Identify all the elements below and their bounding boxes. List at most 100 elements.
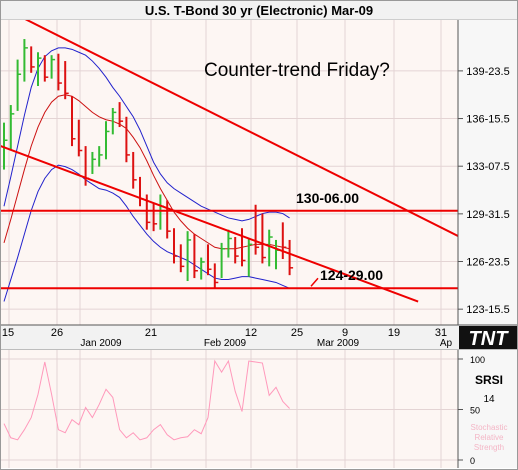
ohlc-bar-range [220, 242, 223, 279]
y-tick-label: 129-31.5 [466, 209, 509, 221]
ohlc-bar [145, 194, 151, 230]
ohlc-bar-range [213, 263, 216, 289]
x-axis: 15 26 21 12 25 9 19 31 Jan 2009 Feb 2009 Mar 2009 A… [2, 327, 453, 349]
ohlc-bar-range [91, 151, 94, 174]
ohlc-bar [30, 46, 35, 73]
ohlc-bar-range [186, 231, 189, 282]
ohlc-bar-range [125, 116, 128, 163]
srsi-name: SRSI [475, 373, 503, 387]
ohlc-bar [268, 229, 273, 267]
x-tick-label: 9 [342, 327, 348, 339]
x-tick-label: 25 [291, 327, 303, 339]
price-grid [0, 20, 458, 325]
srsi-axis-panel [458, 350, 518, 468]
ohlc-bar [152, 203, 158, 232]
level-label: 124-29.00 [320, 267, 383, 283]
x-tick-label: 12 [245, 327, 257, 339]
ohlc-bar-range [145, 194, 148, 230]
ohlc-bar-range [57, 53, 60, 91]
ohlc-bar-range [207, 244, 209, 276]
channel-line-upper [24, 20, 458, 238]
ohlc-bar [57, 53, 62, 91]
ohlc-bar-range [275, 239, 277, 270]
ohlc-bar-range [16, 59, 19, 111]
ohlc-bar-range [77, 119, 80, 157]
ohlc-bar-range [268, 229, 271, 267]
ohlc-bar [179, 244, 185, 273]
ohlc-bar [261, 213, 266, 264]
ohlc-bar-range [71, 96, 73, 147]
ohlc-bar [71, 96, 76, 147]
ohlc-bar [193, 234, 198, 279]
ohlc-bar-range [98, 146, 101, 167]
ohlc-bar [247, 238, 253, 277]
ohlc-bar [200, 257, 205, 280]
srsi-tick-label: 0 [470, 456, 475, 466]
ohlc-bar [50, 55, 56, 79]
ohlc-bar [132, 151, 137, 189]
ohlc-bar [173, 228, 178, 264]
ohlc-bar-range [281, 222, 284, 260]
ohlc-bar [125, 116, 130, 163]
ohlc-bar [111, 107, 117, 135]
ohlc-bar [186, 231, 192, 282]
bollinger-lower-line [3, 164, 290, 302]
y-tick-label: 133-07.5 [466, 161, 509, 173]
level-label: 130-06.00 [296, 190, 359, 206]
ohlc-bar [91, 151, 96, 174]
ohlc-bar-range [50, 55, 53, 79]
ohlc-bar [207, 244, 212, 276]
ohlc-bar-range [132, 151, 135, 189]
x-month-label: Jan 2009 [80, 338, 122, 349]
ohlc-bar [234, 237, 239, 264]
ohlc-bar-range [105, 121, 107, 160]
channel-line-lower [0, 144, 419, 303]
y-tick-label: 136-15.5 [466, 114, 509, 126]
ohlc-bar-range [166, 200, 169, 239]
x-month-label: Feb 2009 [204, 338, 247, 349]
ohlc-bar-range [254, 204, 257, 255]
ohlc-bar [105, 121, 110, 160]
trend-channel [0, 20, 458, 303]
ohlc-bar [3, 122, 8, 170]
ohlc-bar [77, 119, 83, 157]
ohlc-bar [37, 52, 42, 86]
srsi-period: 14 [483, 394, 495, 405]
ohlc-bar-range [37, 52, 39, 86]
ohlc-bar-range [247, 238, 250, 277]
ohlc-bar [23, 39, 28, 82]
ohlc-bar-range [193, 234, 196, 279]
x-tick-label: 15 [2, 327, 14, 339]
ohlc-bar-range [64, 61, 67, 100]
level-pointer [310, 277, 319, 287]
srsi-tick-label: 100 [470, 355, 485, 365]
ohlc-bar [254, 204, 260, 255]
ohlc-bar-range [234, 237, 237, 264]
ohlc-bar [43, 55, 49, 82]
srsi-grid [0, 350, 458, 468]
ohlc-bar-range [23, 39, 26, 82]
y-axis: 139-23.5 136-15.5 133-07.5 129-31.5 126-23.5… [458, 66, 510, 316]
ohlc-bar-range [43, 55, 46, 82]
x-tick-label: 19 [388, 327, 400, 339]
ohlc-bar-range [261, 213, 264, 264]
x-tick-label: 26 [51, 327, 63, 339]
ohlc-bar [98, 146, 103, 167]
bollinger-upper-line [3, 47, 290, 222]
ohlc-bar-range [9, 105, 12, 151]
ohlc-bar [16, 59, 22, 111]
ohlc-bar-range [152, 203, 155, 232]
ohlc-bar [241, 228, 246, 267]
ohlc-bar-range [173, 228, 175, 264]
srsi-axis: 100 50 0 [458, 355, 485, 466]
logo-text: TNT [469, 328, 510, 350]
x-month-label: Mar 2009 [317, 338, 360, 349]
srsi-note-word: Relative [475, 433, 504, 442]
ohlc-bar [227, 229, 232, 258]
y-axis-panel [458, 20, 518, 325]
ohlc-bar-range [241, 228, 243, 267]
x-month-label: Ap [440, 338, 453, 349]
ohlc-bar-range [200, 257, 203, 280]
ohlc-bar-range [84, 146, 87, 186]
ohlc-bar-range [111, 107, 114, 135]
